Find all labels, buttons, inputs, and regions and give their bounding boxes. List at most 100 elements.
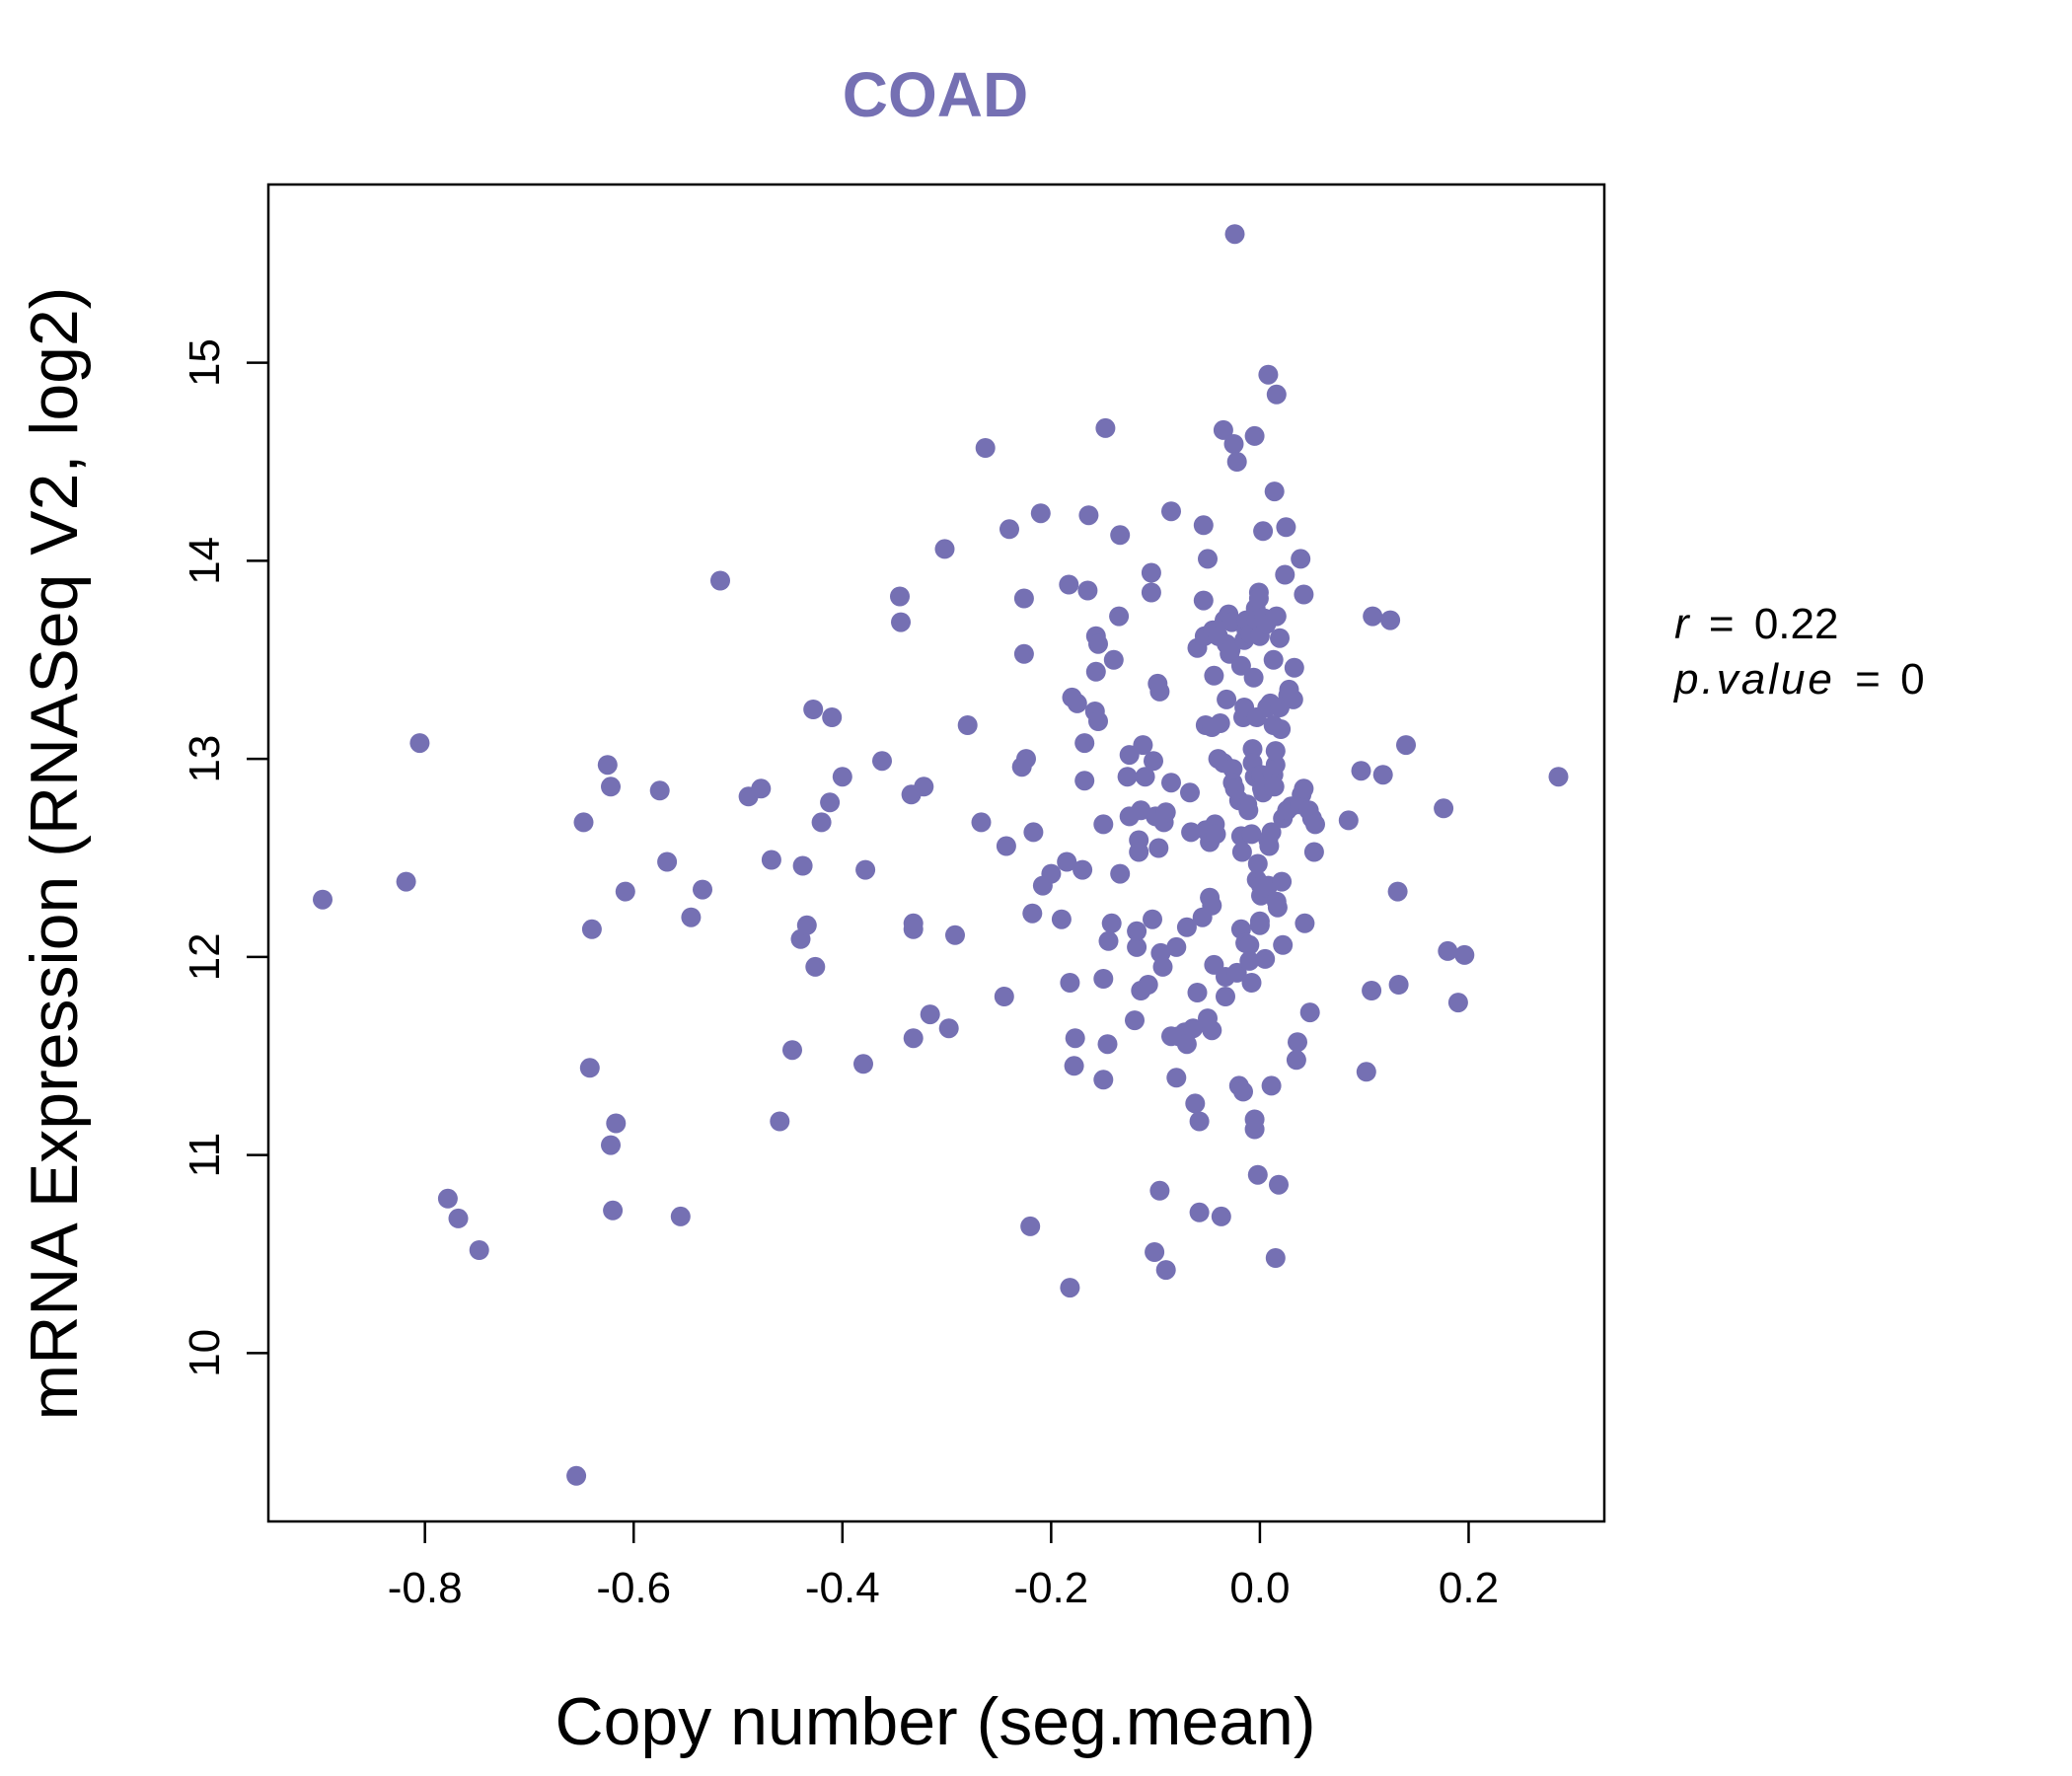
data-point bbox=[1226, 452, 1247, 472]
plot-frame bbox=[266, 183, 1606, 1523]
y-tick-label: 10 bbox=[181, 1329, 229, 1377]
data-point bbox=[1117, 767, 1138, 787]
data-point bbox=[1161, 501, 1181, 522]
data-point bbox=[1133, 735, 1153, 756]
data-point bbox=[1020, 1216, 1041, 1236]
data-point bbox=[657, 851, 678, 872]
data-point bbox=[1294, 584, 1314, 605]
data-point bbox=[1125, 1010, 1145, 1031]
data-point bbox=[1263, 649, 1284, 670]
y-axis: 10 11 12 13 14 15 bbox=[181, 338, 268, 1377]
data-point bbox=[1265, 755, 1286, 776]
data-point bbox=[1095, 417, 1116, 438]
data-point bbox=[573, 812, 594, 833]
y-tick-label: 15 bbox=[181, 338, 229, 387]
data-point bbox=[1255, 948, 1276, 969]
data-point bbox=[971, 812, 992, 833]
data-point bbox=[1085, 661, 1106, 682]
data-point bbox=[396, 871, 416, 892]
data-point bbox=[1305, 814, 1325, 835]
data-point bbox=[1013, 643, 1034, 664]
data-point bbox=[1101, 913, 1122, 933]
data-point bbox=[437, 1188, 458, 1209]
correlation-annotation: r = 0.22 p.value = 0 bbox=[1672, 600, 1925, 703]
data-point bbox=[313, 889, 333, 910]
data-point bbox=[945, 925, 965, 945]
data-point bbox=[872, 751, 892, 772]
data-point bbox=[1239, 950, 1260, 971]
data-point bbox=[1230, 655, 1251, 676]
x-axis: -0.8 -0.6 -0.4 -0.2 0.0 0.2 bbox=[388, 1521, 1499, 1612]
data-point bbox=[1074, 733, 1095, 754]
data-point bbox=[1097, 1034, 1118, 1055]
y-tick-label: 11 bbox=[181, 1133, 229, 1178]
data-point bbox=[1216, 987, 1235, 1006]
data-point bbox=[1198, 549, 1218, 569]
data-point bbox=[975, 438, 996, 458]
data-point bbox=[1233, 1081, 1253, 1102]
data-point bbox=[920, 1004, 940, 1025]
data-point bbox=[1217, 689, 1237, 709]
data-point bbox=[1060, 1278, 1080, 1298]
data-point bbox=[938, 1018, 959, 1039]
data-point bbox=[1264, 777, 1285, 797]
data-point bbox=[1272, 871, 1293, 892]
data-point bbox=[903, 919, 924, 939]
data-point bbox=[1155, 802, 1176, 823]
data-point bbox=[1221, 612, 1242, 632]
data-point bbox=[1185, 1093, 1206, 1114]
x-tick-label: 0.0 bbox=[1229, 1564, 1290, 1612]
data-point bbox=[1261, 1075, 1282, 1096]
data-point bbox=[1022, 903, 1043, 924]
data-point bbox=[891, 612, 911, 632]
data-point bbox=[999, 519, 1019, 540]
data-point bbox=[1155, 1260, 1176, 1281]
data-point bbox=[1181, 822, 1202, 843]
data-point bbox=[890, 586, 910, 607]
data-point bbox=[1013, 588, 1034, 609]
data-point bbox=[1119, 745, 1140, 766]
data-point bbox=[811, 812, 832, 833]
data-point bbox=[1149, 1180, 1170, 1201]
x-tick-label: -0.4 bbox=[805, 1564, 880, 1612]
data-point bbox=[1206, 824, 1226, 845]
data-point bbox=[1239, 934, 1260, 955]
r-value: 0.22 bbox=[1754, 600, 1839, 648]
data-point bbox=[1074, 771, 1095, 791]
data-point bbox=[1166, 1068, 1187, 1088]
data-point bbox=[1226, 962, 1247, 983]
data-point bbox=[1249, 915, 1270, 935]
data-point bbox=[1059, 574, 1079, 595]
data-point bbox=[1060, 973, 1080, 993]
data-point bbox=[710, 570, 730, 591]
data-point bbox=[761, 850, 781, 870]
data-point bbox=[1396, 735, 1416, 756]
data-point bbox=[1161, 773, 1181, 793]
data-point bbox=[1078, 505, 1099, 526]
data-point bbox=[649, 780, 670, 801]
data-point bbox=[996, 836, 1016, 856]
data-point bbox=[601, 1135, 621, 1155]
y-axis-label: mRNA Expression (RNASeq V2, log2) bbox=[17, 287, 92, 1421]
data-point bbox=[1284, 657, 1304, 678]
data-point bbox=[1363, 606, 1383, 627]
data-point bbox=[792, 855, 813, 876]
data-point bbox=[693, 879, 712, 900]
data-point bbox=[1283, 689, 1303, 709]
data-point bbox=[855, 859, 876, 880]
data-point bbox=[1193, 590, 1214, 611]
data-point bbox=[1109, 606, 1130, 627]
data-point bbox=[1447, 993, 1468, 1013]
data-point bbox=[1210, 713, 1230, 733]
data-point bbox=[1129, 842, 1149, 862]
data-point bbox=[1291, 549, 1311, 569]
data-point bbox=[994, 987, 1014, 1006]
data-point bbox=[1270, 628, 1290, 648]
data-point bbox=[601, 777, 621, 797]
data-point bbox=[751, 778, 772, 799]
data-point bbox=[1242, 739, 1263, 760]
data-point bbox=[1372, 765, 1393, 785]
data-point bbox=[606, 1113, 627, 1134]
data-point bbox=[681, 907, 702, 927]
data-point bbox=[1269, 1174, 1289, 1195]
